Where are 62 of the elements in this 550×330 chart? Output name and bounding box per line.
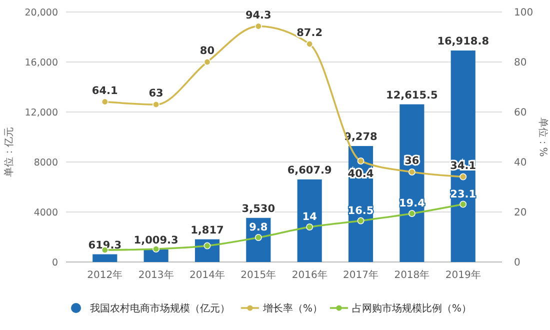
y2-tick-label: 60 <box>514 108 527 118</box>
point <box>204 58 211 66</box>
point <box>254 22 262 30</box>
point <box>460 200 467 208</box>
legend-label: 占网购市场规模比例（%） <box>352 302 472 314</box>
y-tick-label: 4000 <box>34 207 58 218</box>
point <box>306 224 314 230</box>
point <box>152 101 160 108</box>
data-label: 1,817 <box>190 224 224 236</box>
y-tick-label: 8000 <box>34 157 58 168</box>
data-label: 3,530 <box>242 202 276 215</box>
y2-tick-label: 80 <box>514 58 527 68</box>
x-tick-label: 2014年 <box>190 269 225 281</box>
data-label: 9.8 <box>249 222 268 234</box>
x-tick-label: 2016年 <box>292 269 328 281</box>
point <box>460 173 467 180</box>
data-label: 80 <box>200 45 215 57</box>
x-tick-label: 2017年 <box>343 269 378 281</box>
data-label: 16,918.8 <box>437 36 490 48</box>
bar <box>297 179 322 262</box>
y-tick-label: 12,000 <box>24 107 58 118</box>
point <box>254 234 262 241</box>
x-tick-label: 2015年 <box>240 269 276 281</box>
y-tick-label: 16,000 <box>24 57 58 68</box>
data-label: 619.3 <box>88 239 122 252</box>
x-tick-label: 2018年 <box>394 269 430 281</box>
point <box>152 246 160 252</box>
point <box>408 168 416 176</box>
legend-label: 增长率（%） <box>262 302 323 314</box>
data-label: 1,009.3 <box>134 234 178 246</box>
data-label: 63 <box>148 88 164 100</box>
x-tick-label: 2019年 <box>445 269 481 281</box>
y-axis-title: 单位：亿元 <box>3 127 15 177</box>
point <box>101 98 108 106</box>
data-label: 16.5 <box>348 204 374 217</box>
point <box>357 158 364 164</box>
data-label: 6,607.9 <box>287 164 332 176</box>
point <box>357 217 364 224</box>
data-label: 36 <box>404 155 420 167</box>
data-label: 14 <box>302 211 317 223</box>
x-tick-label: 2012年 <box>87 269 123 281</box>
data-label: 12,615.5 <box>386 89 438 102</box>
y2-axis-title: 单位：% <box>537 117 549 157</box>
data-label: 87.2 <box>296 27 323 39</box>
x-tick-label: 2013年 <box>138 269 174 281</box>
point <box>306 40 314 48</box>
bar <box>400 104 424 262</box>
point <box>408 210 416 217</box>
y-tick-label: 20,000 <box>24 7 58 18</box>
data-label: 23.1 <box>450 188 476 200</box>
y-tick-label: 0 <box>52 257 58 268</box>
data-label: 64.1 <box>92 84 118 97</box>
bar <box>92 254 118 262</box>
y2-tick-label: 0 <box>514 258 520 268</box>
legend-label: 我国农村电商市场规模（亿元） <box>90 302 230 314</box>
bar <box>144 249 168 262</box>
point <box>204 242 211 250</box>
y2-tick-label: 40 <box>514 158 527 168</box>
data-label: 94.3 <box>245 9 272 22</box>
y2-tick-label: 20 <box>514 208 527 218</box>
y2-tick-label: 100 <box>514 8 534 18</box>
bar <box>450 50 476 262</box>
